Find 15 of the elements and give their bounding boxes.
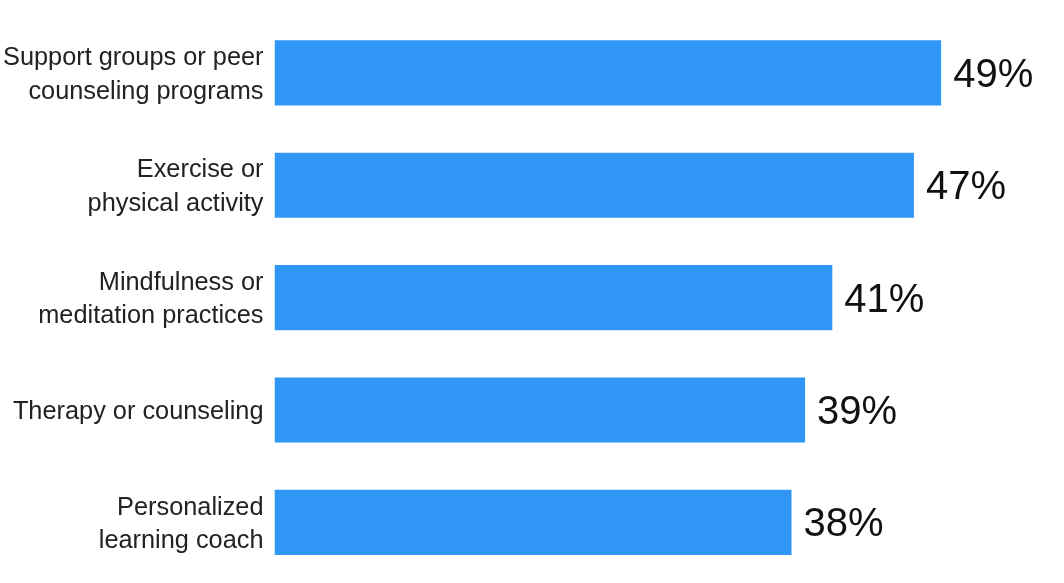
bar xyxy=(274,377,806,443)
bar xyxy=(274,489,792,555)
bar xyxy=(274,152,914,218)
data-label: 47% xyxy=(925,163,1007,208)
y-tick-label: Mindfulness or meditation practices xyxy=(38,266,265,329)
data-label: 38% xyxy=(803,500,884,545)
y-tick-label: Exercise or physical activity xyxy=(87,154,265,217)
y-tick-label: Support groups or peer counseling programs xyxy=(3,42,265,104)
bar xyxy=(274,40,942,106)
data-label: 39% xyxy=(817,387,898,432)
y-tick-label: Personalized learning coach xyxy=(98,491,264,554)
data-label: 41% xyxy=(844,275,925,320)
bar xyxy=(274,265,833,331)
y-tick-label: Therapy or counseling xyxy=(12,395,264,424)
data-label: 49% xyxy=(953,50,1034,95)
